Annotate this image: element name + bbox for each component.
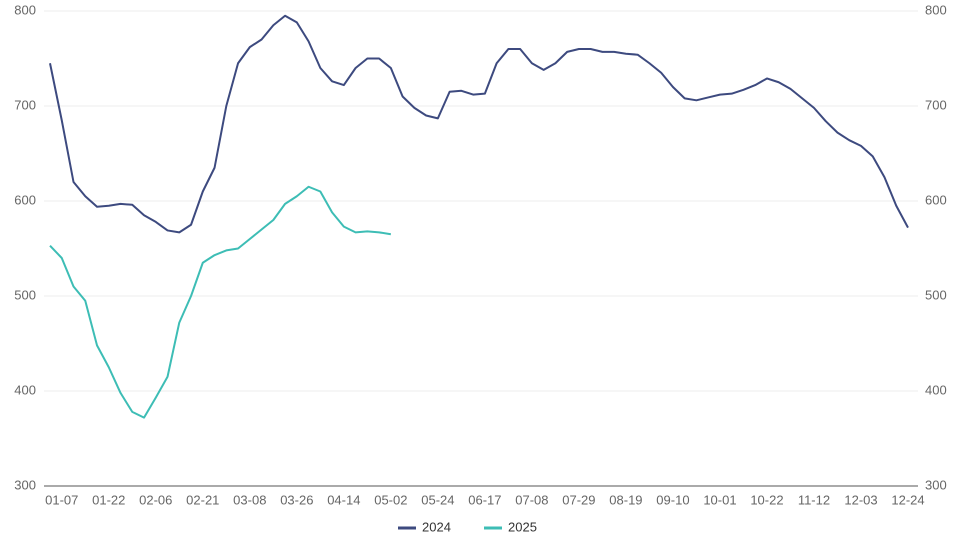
x-tick-label: 07-08 [515,492,548,507]
y-tick-label: 400 [14,382,36,397]
y2-tick-label: 800 [925,2,947,17]
x-tick-label: 12-03 [844,492,877,507]
y2-tick-label: 400 [925,382,947,397]
y-tick-label: 300 [14,477,36,492]
x-tick-label: 01-07 [45,492,78,507]
y-tick-label: 600 [14,192,36,207]
x-tick-label: 06-17 [468,492,501,507]
series-line [49,14,909,234]
y2-tick-label: 600 [925,192,947,207]
x-tick-label: 12-24 [891,492,924,507]
x-tick-label: 05-02 [374,492,407,507]
x-tick-label: 01-22 [92,492,125,507]
series-line [49,185,392,419]
y2-tick-label: 300 [925,477,947,492]
x-tick-label: 10-01 [703,492,736,507]
x-tick-label: 05-24 [421,492,454,507]
x-tick-label: 07-29 [562,492,595,507]
x-tick-label: 02-06 [139,492,172,507]
x-tick-label: 10-22 [750,492,783,507]
x-tick-label: 03-26 [280,492,313,507]
x-tick-label: 08-19 [609,492,642,507]
x-tick-label: 09-10 [656,492,689,507]
x-tick-label: 03-08 [233,492,266,507]
x-tick-label: 04-14 [327,492,360,507]
y-tick-label: 800 [14,2,36,17]
legend-label: 2025 [508,519,537,534]
y-tick-label: 500 [14,287,36,302]
x-tick-label: 11-12 [798,492,830,507]
y2-tick-label: 700 [925,97,947,112]
legend-label: 2024 [422,519,451,534]
y2-tick-label: 500 [925,287,947,302]
y-tick-label: 700 [14,97,36,112]
x-tick-label: 02-21 [186,492,219,507]
